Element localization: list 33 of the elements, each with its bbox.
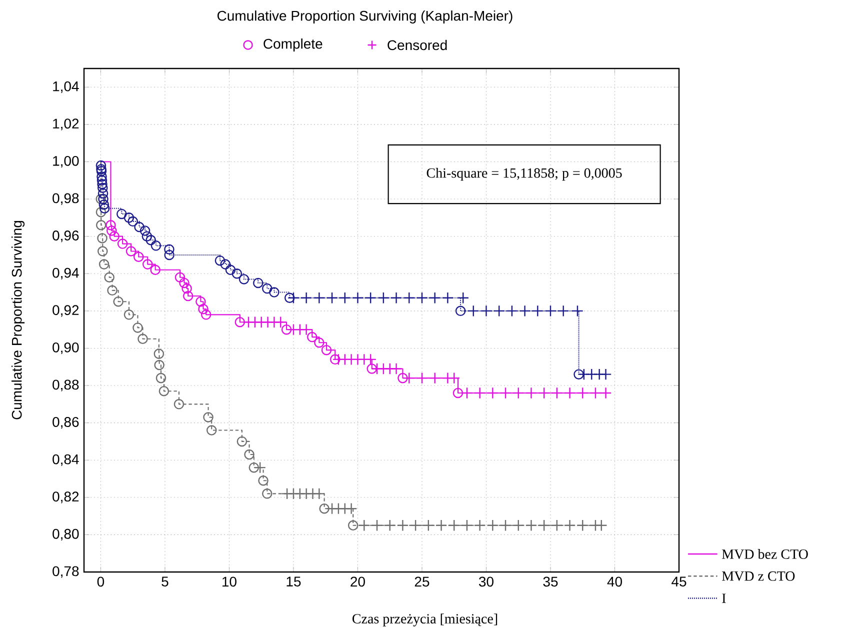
x-tick-label: 15 — [286, 576, 301, 586]
y-tick-label: 1,02 — [53, 118, 79, 130]
x-tick-label: 45 — [672, 576, 686, 586]
x-tick-label: 10 — [222, 576, 236, 587]
y-tick-label: 1,00 — [53, 156, 79, 168]
x-tick-label: 20 — [350, 576, 365, 587]
y-tick-label: 0,98 — [52, 193, 79, 205]
y-tick-label: 0,86 — [52, 417, 79, 429]
legend-label: I — [722, 594, 726, 603]
x-tick-label: 25 — [414, 576, 430, 587]
x-tick-label: 30 — [478, 576, 494, 587]
y-tick-label: 0,92 — [52, 305, 79, 317]
y-tick-label: 0,82 — [52, 492, 79, 504]
legend-label: MVD bez CTO — [722, 549, 808, 559]
x-axis-title: Czas przeżycia [miesiące] — [352, 614, 498, 626]
y-axis-title: Cumulative Proportion Surviving — [11, 220, 25, 420]
y-tick-label: 0,94 — [52, 268, 79, 280]
y-tick-label: 0,88 — [52, 380, 79, 392]
y-tick-label: 1,04 — [53, 81, 79, 93]
y-tick-label: 0,78 — [52, 566, 79, 578]
chart-title: Cumulative Proportion Surviving (Kaplan-Meier) — [217, 10, 512, 24]
x-tick-label: 35 — [543, 576, 558, 587]
y-tick-label: 0,80 — [52, 528, 79, 540]
annotation: Chi-square = 15,11858; p = 0,0005 — [426, 168, 622, 181]
legend-label: MVD z CTO — [722, 571, 795, 581]
y-tick-label: 0,90 — [52, 342, 79, 354]
y-tick-label: 0,96 — [52, 230, 79, 242]
y-tick-label: 0,84 — [52, 454, 79, 466]
legend-label: Complete — [264, 38, 322, 52]
x-tick-label: 40 — [607, 576, 622, 587]
legend-label: Censored — [388, 40, 447, 50]
x-tick-label: 0 — [97, 576, 104, 587]
x-tick-label: 5 — [162, 576, 168, 586]
